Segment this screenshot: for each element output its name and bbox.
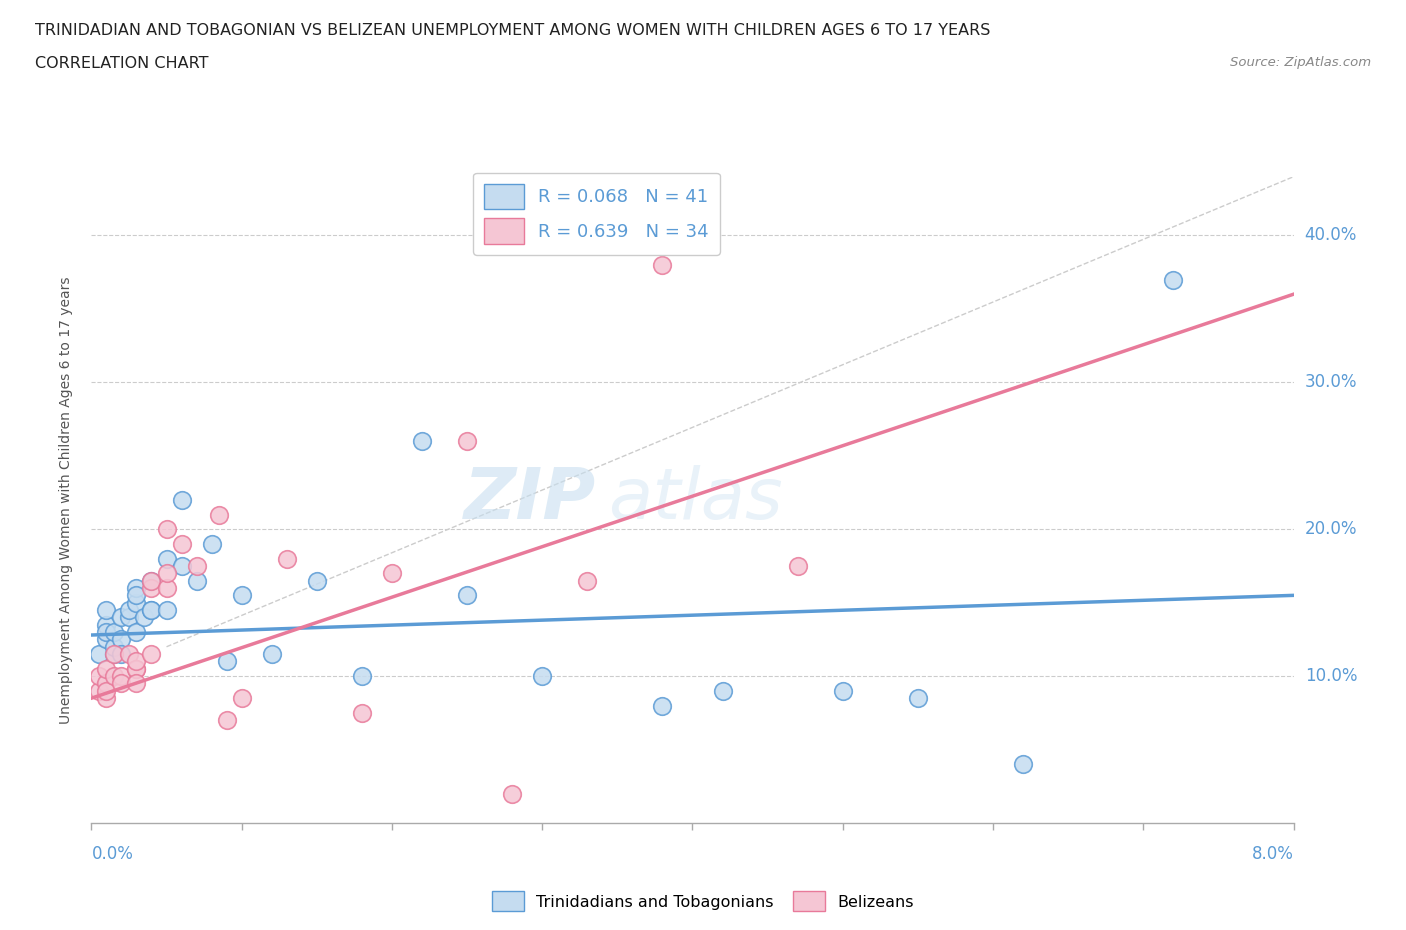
Point (125, 661, 148, 676)
Point (110, 610, 132, 625)
Point (155, 522, 177, 537)
Point (118, 646, 141, 661)
Point (132, 610, 155, 625)
Point (118, 603, 141, 618)
Point (103, 669, 125, 684)
Point (155, 580, 177, 595)
Point (96, 684, 118, 698)
Point (96, 603, 118, 618)
Point (110, 632, 132, 647)
Point (155, 603, 177, 618)
Point (96, 618, 118, 632)
Point (651, 698, 673, 713)
Point (103, 625, 125, 640)
Point (141, 573, 163, 588)
Point (907, 691, 929, 706)
Text: 40.0%: 40.0% (1305, 227, 1357, 245)
Point (141, 603, 163, 618)
Point (186, 573, 208, 588)
Point (110, 669, 132, 684)
Point (87, 684, 110, 698)
Point (125, 661, 148, 676)
Text: 30.0%: 30.0% (1305, 373, 1357, 392)
Point (186, 559, 208, 574)
Text: atlas: atlas (609, 465, 783, 535)
Point (103, 646, 125, 661)
Point (215, 654, 238, 669)
Point (576, 573, 599, 588)
Point (786, 559, 808, 574)
Point (831, 684, 853, 698)
Point (103, 646, 125, 661)
Point (1161, 272, 1184, 287)
Point (201, 537, 224, 551)
Point (651, 258, 673, 272)
Point (87, 669, 110, 684)
Point (711, 684, 734, 698)
Point (215, 712, 238, 727)
Point (96, 632, 118, 647)
Text: Source: ZipAtlas.com: Source: ZipAtlas.com (1230, 56, 1371, 69)
Point (141, 573, 163, 588)
Text: 20.0%: 20.0% (1305, 520, 1357, 538)
Point (141, 580, 163, 595)
Point (125, 588, 148, 603)
Text: ZIP: ZIP (464, 465, 596, 535)
Point (118, 610, 141, 625)
Point (208, 507, 231, 522)
Point (87, 646, 110, 661)
Point (141, 646, 163, 661)
Point (103, 639, 125, 654)
Point (125, 654, 148, 669)
Point (350, 706, 373, 721)
Point (96, 625, 118, 640)
Point (170, 559, 193, 574)
Text: TRINIDADIAN AND TOBAGONIAN VS BELIZEAN UNEMPLOYMENT AMONG WOMEN WITH CHILDREN AG: TRINIDADIAN AND TOBAGONIAN VS BELIZEAN U… (35, 23, 990, 38)
Point (350, 669, 373, 684)
Point (531, 669, 554, 684)
Point (276, 551, 298, 566)
Point (456, 588, 478, 603)
Point (381, 565, 404, 580)
Point (96, 661, 118, 676)
Text: CORRELATION CHART: CORRELATION CHART (35, 56, 208, 71)
Point (170, 537, 193, 551)
Point (110, 676, 132, 691)
Point (125, 625, 148, 640)
Point (305, 573, 328, 588)
Legend: Trinidadians and Tobagonians, Belizeans: Trinidadians and Tobagonians, Belizeans (485, 885, 921, 917)
Point (231, 588, 253, 603)
Point (501, 786, 523, 801)
Point (260, 646, 283, 661)
Y-axis label: Unemployment Among Women with Children Ages 6 to 17 years: Unemployment Among Women with Children A… (59, 276, 73, 724)
Point (231, 691, 253, 706)
Point (1012, 757, 1035, 772)
Point (96, 676, 118, 691)
Point (170, 493, 193, 508)
Legend: R = 0.068   N = 41, R = 0.639   N = 34: R = 0.068 N = 41, R = 0.639 N = 34 (472, 173, 720, 255)
Point (411, 433, 433, 448)
Point (155, 565, 177, 580)
Point (155, 551, 177, 566)
Point (110, 646, 132, 661)
Text: 10.0%: 10.0% (1305, 667, 1357, 685)
Text: 0.0%: 0.0% (91, 844, 134, 863)
Text: 8.0%: 8.0% (1251, 844, 1294, 863)
Point (125, 595, 148, 610)
Point (96, 691, 118, 706)
Point (125, 580, 148, 595)
Point (141, 603, 163, 618)
Point (456, 433, 478, 448)
Point (125, 676, 148, 691)
